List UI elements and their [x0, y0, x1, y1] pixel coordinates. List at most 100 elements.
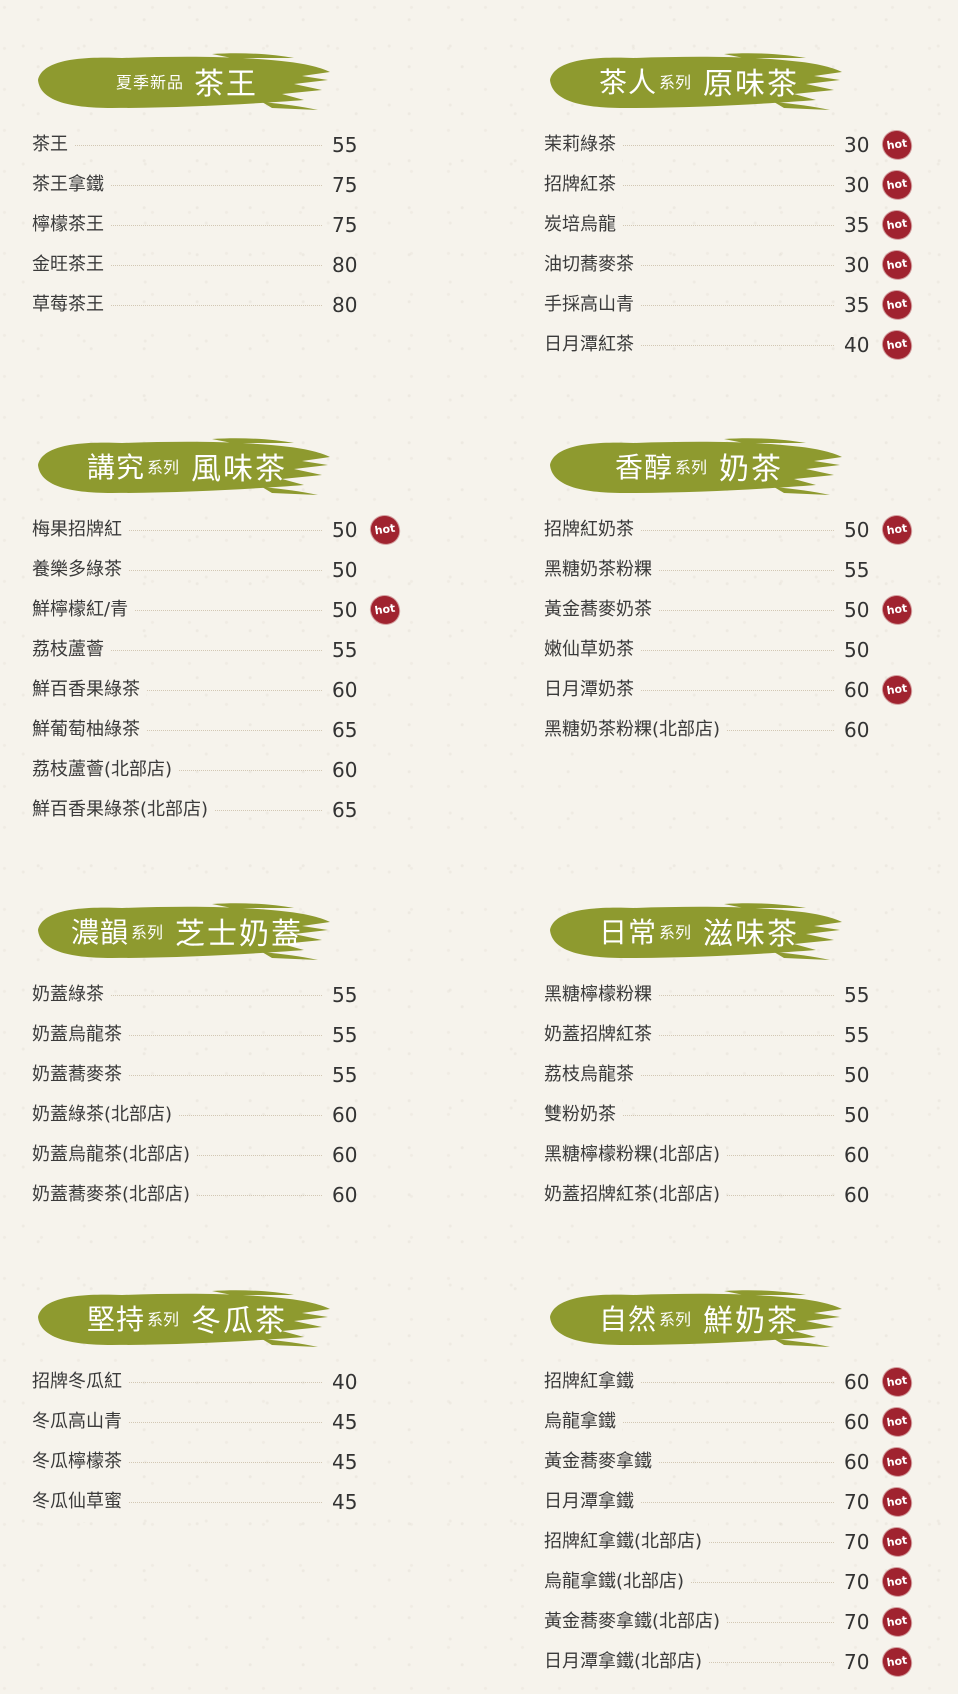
menu-item: 黃金蕎麥奶茶 50 hot: [544, 590, 958, 630]
section-subtitle: 夏季新品: [115, 73, 184, 92]
menu-item-name: 茶王拿鐵: [32, 165, 110, 205]
dotted-leader: [544, 1502, 834, 1503]
section-title: 濃韻 系列 芝士奶蓋: [62, 900, 312, 962]
menu-item: 日月潭拿鐵(北部店) 70 hot: [544, 1642, 958, 1682]
menu-item-name: 手採高山青: [544, 285, 640, 325]
brush-stroke-icon: [550, 1290, 842, 1347]
menu-item-price: 50: [844, 1063, 870, 1087]
menu-item-price: 40: [844, 333, 870, 357]
menu-item-list: 梅果招牌紅 50 hot 養樂多綠茶 50 鮮檸檬紅/青 50 hot 荔枝蘆薈 55 鮮百香果綠茶…: [32, 510, 452, 830]
menu-item-price: 50: [844, 1103, 870, 1127]
dotted-leader: [544, 650, 834, 651]
menu-item-list: 茶王 55 茶王拿鐵 75 檸檬茶王 75 金旺茶王 80 草莓茶王 80: [32, 125, 452, 325]
menu-item: 奶蓋蕎麥茶(北部店) 60: [32, 1175, 452, 1215]
menu-item-name: 檸檬茶王: [32, 205, 110, 245]
menu-item-price: 50: [844, 638, 870, 662]
menu-item: 嫩仙草奶茶 50: [544, 630, 958, 670]
menu-item: 鮮百香果綠茶 60: [32, 670, 452, 710]
section-banner: 茶人 系列 原味茶: [544, 50, 844, 112]
menu-item-price: 65: [332, 798, 358, 822]
menu-item: 日月潭拿鐵 70 hot: [544, 1482, 958, 1522]
menu-item-price: 40: [332, 1370, 358, 1394]
menu-item-name: 日月潭紅茶: [544, 325, 640, 365]
section-title: 講究 系列 風味茶: [62, 435, 312, 497]
menu-item-list: 招牌紅奶茶 50 hot 黑糖奶茶粉粿 55 黃金蕎麥奶茶 50 hot 嫩仙草奶茶 50 日月潭奶…: [544, 510, 958, 750]
menu-item-price: 60: [844, 1370, 870, 1394]
menu-item-name: 招牌紅拿鐵(北部店): [544, 1522, 709, 1562]
section-title-text: 鮮奶茶: [703, 1304, 800, 1339]
menu-item: 奶蓋綠茶(北部店) 60: [32, 1095, 452, 1135]
menu-item: 黑糖檸檬粉粿(北部店) 60: [544, 1135, 958, 1175]
brush-stroke-icon: [38, 903, 330, 960]
menu-item-price: 30: [844, 133, 870, 157]
menu-item: 荔枝烏龍茶 50: [544, 1055, 958, 1095]
menu-item-price: 80: [332, 293, 358, 317]
menu-item: 炭培烏龍 35 hot: [544, 205, 958, 245]
menu-item-name: 烏龍拿鐵: [544, 1402, 622, 1442]
dotted-leader: [544, 185, 834, 186]
menu-item-name: 茶王: [32, 125, 74, 165]
dotted-leader: [32, 530, 322, 531]
section-series-label: 系列: [659, 1310, 692, 1329]
menu-item-name: 荔枝蘆薈: [32, 630, 110, 670]
dotted-leader: [32, 570, 322, 571]
dotted-leader: [544, 145, 834, 146]
menu-item-price: 30: [844, 253, 870, 277]
menu-item-price: 50: [332, 518, 358, 542]
menu-item-price: 75: [332, 213, 358, 237]
menu-item: 日月潭紅茶 40 hot: [544, 325, 958, 365]
menu-item-price: 60: [332, 1103, 358, 1127]
section-banner: 講究 系列 風味茶: [32, 435, 332, 497]
menu-item-price: 70: [844, 1650, 870, 1674]
section-subtitle: 日常: [598, 916, 657, 949]
menu-item: 油切蕎麥茶 30 hot: [544, 245, 958, 285]
dotted-leader: [32, 1462, 322, 1463]
dotted-leader: [32, 1502, 322, 1503]
menu-item-name: 金旺茶王: [32, 245, 110, 285]
section-title: 夏季新品 茶王: [62, 50, 312, 112]
menu-item: 招牌紅拿鐵(北部店) 70 hot: [544, 1522, 958, 1562]
section-subtitle: 濃韻: [70, 916, 129, 949]
menu-item: 黃金蕎麥拿鐵 60 hot: [544, 1442, 958, 1482]
dotted-leader: [32, 185, 322, 186]
menu-item-name: 黃金蕎麥拿鐵(北部店): [544, 1602, 727, 1642]
section-subtitle: 堅持: [86, 1303, 145, 1336]
menu-item-price: 65: [332, 718, 358, 742]
menu-item: 鮮百香果綠茶(北部店) 65: [32, 790, 452, 830]
section-title-text: 風味茶: [191, 452, 288, 487]
menu-item: 黑糖檸檬粉粿 55: [544, 975, 958, 1015]
brush-stroke-icon: [38, 438, 330, 495]
menu-item-price: 60: [332, 1183, 358, 1207]
section-subtitle: 講究: [86, 451, 145, 484]
dotted-leader: [544, 610, 834, 611]
dotted-leader: [544, 1422, 834, 1423]
menu-item-name: 草莓茶王: [32, 285, 110, 325]
section-title-text: 滋味茶: [703, 917, 800, 952]
menu-item: 黑糖奶茶粉粿 55: [544, 550, 958, 590]
dotted-leader: [544, 570, 834, 571]
menu-item-name: 招牌紅奶茶: [544, 510, 640, 550]
dotted-leader: [544, 1115, 834, 1116]
dotted-leader: [544, 305, 834, 306]
menu-item-name: 冬瓜高山青: [32, 1402, 128, 1442]
menu-item: 招牌紅奶茶 50 hot: [544, 510, 958, 550]
menu-item-name: 奶蓋烏龍茶: [32, 1015, 128, 1055]
menu-item-name: 鮮百香果綠茶: [32, 670, 146, 710]
section-title: 日常 系列 滋味茶: [574, 900, 824, 962]
menu-item-name: 招牌冬瓜紅: [32, 1362, 128, 1402]
menu-item-price: 60: [844, 1450, 870, 1474]
menu-item-price: 70: [844, 1490, 870, 1514]
menu-item-name: 黑糖檸檬粉粿(北部店): [544, 1135, 727, 1175]
menu-item-name: 冬瓜檸檬茶: [32, 1442, 128, 1482]
menu-item: 荔枝蘆薈(北部店) 60: [32, 750, 452, 790]
menu-item-price: 75: [332, 173, 358, 197]
dotted-leader: [544, 265, 834, 266]
menu-item-name: 奶蓋蕎麥茶: [32, 1055, 128, 1095]
section-banner: 濃韻 系列 芝士奶蓋: [32, 900, 332, 962]
menu-item: 烏龍拿鐵 60 hot: [544, 1402, 958, 1442]
dotted-leader: [544, 1382, 834, 1383]
menu-item-name: 奶蓋招牌紅茶(北部店): [544, 1175, 727, 1215]
menu-item-name: 嫩仙草奶茶: [544, 630, 640, 670]
dotted-leader: [544, 995, 834, 996]
menu-item: 奶蓋蕎麥茶 55: [32, 1055, 452, 1095]
